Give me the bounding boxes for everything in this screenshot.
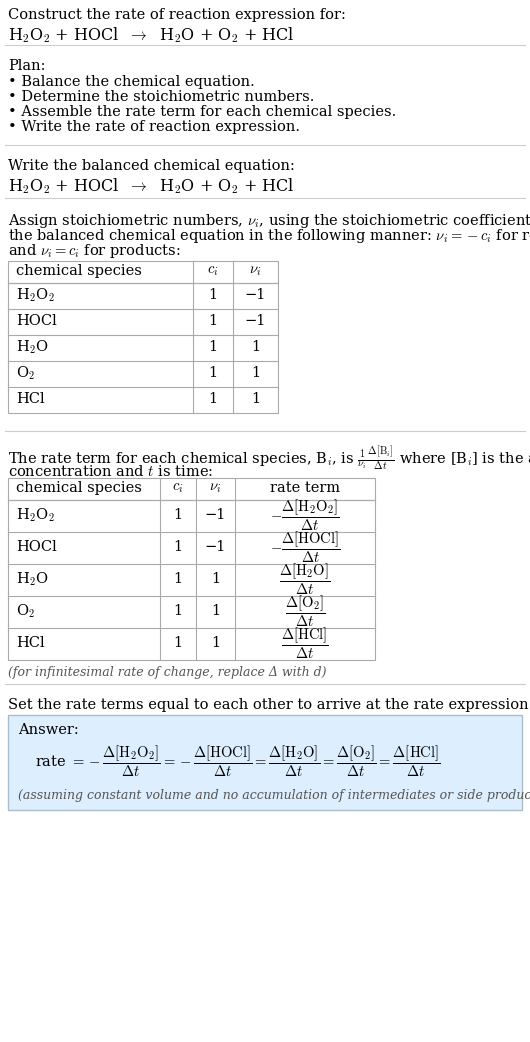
Text: HCl: HCl (16, 392, 45, 406)
Text: H$_2$O$_2$: H$_2$O$_2$ (16, 287, 55, 303)
Text: −1: −1 (205, 508, 226, 522)
Text: rate $= -\dfrac{\Delta[\mathrm{H_2O_2}]}{\Delta t} = -\dfrac{\Delta[\mathrm{HOCl: rate $= -\dfrac{\Delta[\mathrm{H_2O_2}]}… (35, 743, 440, 778)
Text: 1: 1 (208, 392, 217, 406)
Text: H$_2$O$_2$: H$_2$O$_2$ (16, 506, 55, 524)
Text: $c_i$: $c_i$ (172, 481, 184, 495)
Bar (8, 478, 375, 660)
Text: Set the rate terms equal to each other to arrive at the rate expression:: Set the rate terms equal to each other t… (8, 698, 530, 712)
Text: H$_2$O$_2$ + HOCl  $\rightarrow$  H$_2$O + O$_2$ + HCl: H$_2$O$_2$ + HOCl $\rightarrow$ H$_2$O +… (8, 25, 295, 45)
Text: Construct the rate of reaction expression for:: Construct the rate of reaction expressio… (8, 8, 346, 22)
Text: • Determine the stoichiometric numbers.: • Determine the stoichiometric numbers. (8, 90, 314, 104)
Text: $\nu_i$: $\nu_i$ (250, 264, 262, 278)
Text: (assuming constant volume and no accumulation of intermediates or side products): (assuming constant volume and no accumul… (18, 789, 530, 802)
Text: 1: 1 (173, 636, 182, 650)
Text: the balanced chemical equation in the following manner: $\nu_i = -c_i$ for react: the balanced chemical equation in the fo… (8, 227, 530, 245)
Text: 1: 1 (211, 636, 220, 650)
Text: −1: −1 (245, 314, 266, 328)
Text: HOCl: HOCl (16, 540, 57, 554)
Text: • Assemble the rate term for each chemical species.: • Assemble the rate term for each chemic… (8, 105, 396, 119)
Text: 1: 1 (208, 314, 217, 328)
Bar (8, 260, 278, 413)
Text: Assign stoichiometric numbers, $\nu_i$, using the stoichiometric coefficients, $: Assign stoichiometric numbers, $\nu_i$, … (8, 212, 530, 230)
Text: (for infinitesimal rate of change, replace Δ with d): (for infinitesimal rate of change, repla… (8, 666, 326, 679)
Text: 1: 1 (211, 604, 220, 618)
Text: $\dfrac{\Delta[\mathrm{HCl}]}{\Delta t}$: $\dfrac{\Delta[\mathrm{HCl}]}{\Delta t}$ (281, 625, 329, 661)
Text: chemical species: chemical species (16, 264, 142, 278)
Text: 1: 1 (208, 366, 217, 380)
Text: $-\dfrac{\Delta[\mathrm{H_2O_2}]}{\Delta t}$: $-\dfrac{\Delta[\mathrm{H_2O_2}]}{\Delta… (270, 497, 340, 532)
Text: O$_2$: O$_2$ (16, 602, 36, 620)
Text: 1: 1 (208, 288, 217, 302)
Text: $\dfrac{\Delta[\mathrm{O_2}]}{\Delta t}$: $\dfrac{\Delta[\mathrm{O_2}]}{\Delta t}$ (285, 593, 325, 628)
Text: HCl: HCl (16, 636, 45, 650)
Text: 1: 1 (251, 366, 260, 380)
Text: The rate term for each chemical species, B$_i$, is $\frac{1}{\nu_i}\frac{\Delta[: The rate term for each chemical species,… (8, 445, 530, 473)
Text: $-\dfrac{\Delta[\mathrm{HOCl}]}{\Delta t}$: $-\dfrac{\Delta[\mathrm{HOCl}]}{\Delta t… (270, 529, 340, 565)
Text: 1: 1 (173, 508, 182, 522)
Text: $\dfrac{\Delta[\mathrm{H_2O}]}{\Delta t}$: $\dfrac{\Delta[\mathrm{H_2O}]}{\Delta t}… (279, 562, 331, 597)
Text: HOCl: HOCl (16, 314, 57, 328)
Text: and $\nu_i = c_i$ for products:: and $\nu_i = c_i$ for products: (8, 242, 180, 260)
Text: • Balance the chemical equation.: • Balance the chemical equation. (8, 75, 255, 89)
Text: $c_i$: $c_i$ (207, 264, 219, 278)
Text: H$_2$O: H$_2$O (16, 570, 49, 588)
Text: Plan:: Plan: (8, 59, 46, 73)
Text: $\nu_i$: $\nu_i$ (209, 481, 222, 495)
Text: −1: −1 (245, 288, 266, 302)
Text: 1: 1 (211, 572, 220, 586)
Text: −1: −1 (205, 540, 226, 554)
Text: Write the balanced chemical equation:: Write the balanced chemical equation: (8, 159, 295, 173)
Text: chemical species: chemical species (16, 481, 142, 495)
Text: 1: 1 (251, 392, 260, 406)
Text: • Write the rate of reaction expression.: • Write the rate of reaction expression. (8, 120, 300, 134)
Text: concentration and $t$ is time:: concentration and $t$ is time: (8, 464, 213, 479)
Bar (8, 715, 522, 810)
Text: H$_2$O: H$_2$O (16, 339, 49, 355)
Text: H$_2$O$_2$ + HOCl  $\rightarrow$  H$_2$O + O$_2$ + HCl: H$_2$O$_2$ + HOCl $\rightarrow$ H$_2$O +… (8, 176, 295, 196)
Text: Answer:: Answer: (18, 723, 79, 737)
Text: 1: 1 (251, 340, 260, 354)
Text: 1: 1 (173, 540, 182, 554)
Text: 1: 1 (173, 604, 182, 618)
Text: O$_2$: O$_2$ (16, 365, 36, 381)
Text: 1: 1 (173, 572, 182, 586)
Text: rate term: rate term (270, 481, 340, 495)
Text: 1: 1 (208, 340, 217, 354)
